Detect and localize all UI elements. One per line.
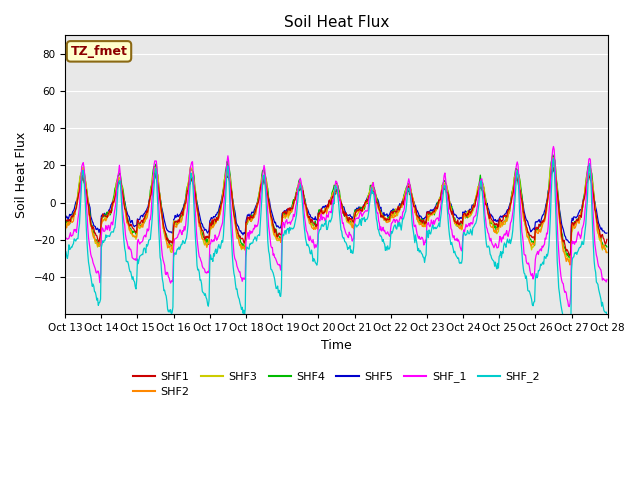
Line: SHF5: SHF5 — [65, 168, 607, 243]
SHF2 — [182, 201, 189, 206]
SHF1 — [61, 215, 69, 221]
SHF4 — [182, 197, 189, 203]
SHF1 — [603, 237, 611, 242]
SHF4 — [566, 255, 574, 261]
SHF2 — [61, 226, 69, 231]
SHF_2 — [603, 313, 611, 319]
SHF_2 — [211, 253, 218, 259]
SHF_2 — [127, 269, 134, 275]
SHF5 — [603, 230, 611, 236]
SHF_2 — [71, 237, 79, 242]
Line: SHF3: SHF3 — [65, 158, 607, 262]
SHF1 — [71, 208, 79, 214]
SHF_1 — [127, 246, 134, 252]
Line: SHF1: SHF1 — [65, 168, 607, 255]
SHF_2 — [61, 252, 69, 258]
SHF3 — [182, 197, 189, 203]
SHF2 — [402, 192, 410, 197]
SHF3 — [418, 221, 426, 227]
SHF4 — [402, 187, 410, 192]
SHF5 — [418, 215, 426, 220]
SHF5 — [182, 195, 189, 201]
SHF3 — [566, 259, 574, 265]
SHF4 — [127, 226, 134, 231]
SHF3 — [127, 227, 134, 232]
SHF1 — [127, 221, 134, 227]
SHF_2 — [566, 339, 574, 345]
SHF5 — [566, 240, 574, 246]
SHF3 — [61, 228, 69, 233]
SHF5 — [211, 214, 218, 220]
Legend: SHF1, SHF2, SHF3, SHF4, SHF5, SHF_1, SHF_2: SHF1, SHF2, SHF3, SHF4, SHF5, SHF_1, SHF… — [129, 367, 545, 402]
Y-axis label: Soil Heat Flux: Soil Heat Flux — [15, 132, 28, 218]
SHF_1 — [211, 238, 218, 244]
SHF2 — [211, 221, 218, 227]
SHF5 — [61, 212, 69, 217]
SHF5 — [127, 220, 134, 226]
SHF2 — [566, 262, 574, 268]
SHF_1 — [603, 276, 611, 282]
SHF_1 — [182, 222, 189, 228]
SHF4 — [418, 216, 426, 222]
SHF2 — [127, 230, 134, 236]
Line: SHF2: SHF2 — [65, 164, 607, 265]
SHF_1 — [71, 228, 79, 234]
SHF1 — [550, 165, 557, 170]
SHF_2 — [402, 209, 410, 215]
SHF3 — [402, 187, 410, 193]
SHF4 — [61, 218, 69, 224]
SHF1 — [418, 218, 426, 224]
SHF2 — [603, 250, 611, 255]
SHF1 — [402, 191, 410, 197]
SHF2 — [549, 161, 557, 167]
X-axis label: Time: Time — [321, 339, 352, 352]
Title: Soil Heat Flux: Soil Heat Flux — [284, 15, 389, 30]
Text: TZ_fmet: TZ_fmet — [70, 45, 127, 58]
SHF5 — [402, 189, 410, 195]
SHF_2 — [182, 237, 189, 243]
Line: SHF4: SHF4 — [65, 155, 607, 258]
SHF4 — [549, 152, 557, 157]
SHF3 — [603, 250, 611, 255]
SHF2 — [71, 211, 79, 217]
SHF5 — [71, 203, 79, 209]
SHF_1 — [61, 235, 69, 241]
SHF1 — [211, 216, 218, 222]
SHF4 — [211, 222, 218, 228]
SHF_1 — [565, 304, 573, 310]
SHF_1 — [418, 234, 426, 240]
SHF2 — [418, 221, 426, 227]
SHF3 — [549, 155, 557, 161]
SHF1 — [182, 200, 189, 206]
SHF5 — [549, 166, 557, 171]
SHF3 — [211, 221, 218, 227]
SHF1 — [565, 252, 573, 258]
SHF4 — [603, 244, 611, 250]
SHF_2 — [550, 156, 557, 161]
Line: SHF_2: SHF_2 — [65, 158, 607, 342]
SHF4 — [71, 212, 79, 217]
SHF_2 — [418, 251, 426, 256]
Line: SHF_1: SHF_1 — [65, 146, 607, 307]
SHF_1 — [402, 192, 410, 198]
SHF3 — [71, 210, 79, 216]
SHF_1 — [550, 144, 557, 149]
